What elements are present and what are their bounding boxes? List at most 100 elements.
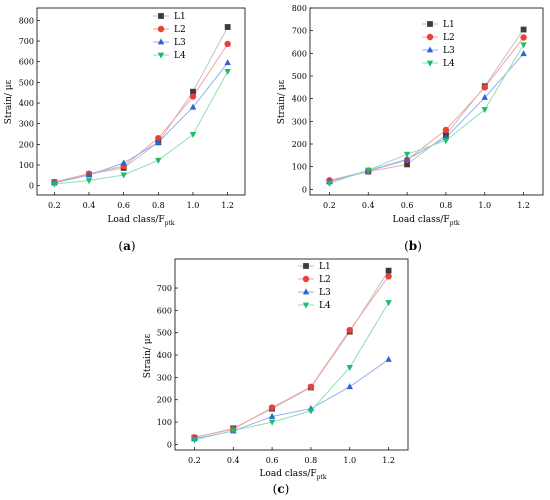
data-point-l3 — [189, 103, 197, 110]
x-tick-label: 1.0 — [343, 456, 356, 465]
y-tick-label: 600 — [19, 58, 34, 67]
legend-label-l2: L2 — [174, 25, 186, 35]
y-tick-label: 500 — [157, 329, 172, 338]
data-point-l4 — [230, 428, 237, 435]
x-axis-label-main: Load class/F — [392, 215, 449, 225]
x-ticks: 0.2 0.4 0.6 0.8 1.0 1.2 — [323, 192, 530, 210]
data-point-l4 — [481, 107, 488, 114]
series-line-l4 — [194, 302, 390, 441]
data-point-l3 — [346, 383, 353, 390]
legend-label-l1: L1 — [174, 12, 186, 22]
x-axis-label-sub: ptk — [450, 220, 460, 227]
y-tick-label: 800 — [19, 16, 34, 25]
data-point-l2 — [307, 383, 315, 390]
x-tick-label: 0.8 — [440, 201, 453, 210]
data-point-l3 — [403, 155, 411, 162]
y-axis-label: Strain/ με — [4, 79, 14, 124]
x-ticks: 0.2 0.4 0.6 0.8 1.0 1.2 — [188, 447, 395, 465]
x-tick-label: 0.2 — [48, 201, 61, 210]
legend-marker-l2 — [302, 275, 310, 283]
x-axis-label: Load class/Fptk — [107, 215, 174, 227]
panel-b: 0 100 200 300 400 500 600 700 800 0.2 0.4 0.6 0.8 1.… — [277, 4, 544, 253]
data-point-l3 — [481, 93, 488, 100]
data-point-l2 — [224, 40, 231, 48]
x-tick-label: 1.2 — [221, 201, 234, 210]
legend-label-l3: L3 — [319, 288, 331, 298]
x-axis-label-sub: ptk — [165, 220, 175, 227]
data-point-l4 — [520, 42, 527, 49]
y-tick-label: 300 — [292, 117, 307, 126]
panel-label: (a) — [118, 239, 135, 253]
legend-label-l3: L3 — [174, 38, 186, 48]
x-tick-label: 0.2 — [188, 456, 201, 465]
x-tick-label: 0.4 — [83, 201, 96, 210]
x-tick-label: 1.2 — [382, 456, 395, 465]
y-tick-label: 0 — [167, 440, 172, 449]
data-point-l2 — [385, 273, 392, 280]
legend-label-l4: L4 — [319, 301, 331, 311]
y-tick-label: 200 — [157, 396, 172, 405]
x-axis-label-main: Load class/F — [259, 469, 316, 479]
y-ticks: 0 100 200 300 400 500 600 700 800 — [292, 4, 313, 194]
plot-frame — [309, 7, 544, 196]
series-group — [51, 24, 231, 188]
x-tick-label: 0.6 — [266, 456, 279, 465]
series-line-l2 — [54, 43, 229, 183]
y-ticks: 0 100 200 300 400 500 600 700 — [157, 284, 178, 449]
x-tick-label: 1.0 — [478, 201, 491, 210]
data-point-l3 — [385, 355, 392, 362]
x-tick-label: 0.8 — [152, 201, 165, 210]
legend-label-l2: L2 — [443, 33, 455, 43]
x-tick-label: 1.2 — [517, 201, 530, 210]
series-line-l4 — [329, 44, 525, 184]
y-tick-label: 600 — [292, 49, 307, 58]
panel-c: 0 100 200 300 400 500 600 700 0.2 0.4 0.6 0.8 1.0 1.… — [143, 258, 409, 496]
series-group — [191, 267, 392, 444]
y-tick-label: 400 — [157, 351, 172, 360]
y-axis-label: Strain/ με — [277, 79, 287, 124]
data-point-l2 — [189, 93, 197, 100]
legend-marker-l4 — [157, 52, 165, 59]
series-line-l2 — [194, 276, 390, 438]
panel-a: 0 100 200 300 400 500 600 700 800 0.2 0.4 0.6 0.8 1.… — [4, 7, 246, 253]
legend-marker-l4 — [302, 302, 310, 309]
legend-marker-l3 — [426, 46, 434, 53]
data-point-l4 — [442, 138, 450, 145]
y-tick-label: 200 — [19, 140, 34, 149]
data-point-l2 — [346, 326, 353, 334]
legend-label-l3: L3 — [443, 46, 455, 56]
data-point-l1 — [520, 26, 527, 33]
data-point-l4 — [191, 437, 198, 444]
data-point-l1 — [385, 267, 392, 274]
legend: L1 L2 L3 L4 — [298, 262, 331, 311]
legend-marker-l2 — [426, 33, 434, 41]
panel-label: (b) — [404, 239, 422, 253]
y-ticks: 0 100 200 300 400 500 600 700 800 — [19, 16, 40, 191]
data-point-l4 — [155, 157, 162, 164]
y-tick-label: 700 — [19, 37, 34, 46]
data-point-l2 — [481, 84, 488, 91]
data-point-l1 — [190, 88, 196, 95]
data-point-l4 — [120, 172, 127, 179]
y-tick-label: 500 — [19, 78, 34, 87]
legend: L1 L2 L3 L4 — [422, 20, 455, 69]
x-tick-label: 0.2 — [323, 201, 336, 210]
data-point-l3 — [120, 159, 127, 166]
y-tick-label: 0 — [302, 185, 307, 194]
legend-label-l1: L1 — [319, 262, 331, 272]
data-point-l2 — [155, 134, 162, 142]
data-point-l2 — [442, 126, 450, 134]
y-tick-label: 600 — [157, 306, 172, 315]
legend-marker-l1 — [158, 13, 164, 19]
y-tick-label: 100 — [19, 161, 34, 170]
legend-marker-l2 — [157, 25, 165, 33]
x-axis-label: Load class/Fptk — [259, 469, 326, 481]
y-tick-label: 0 — [29, 182, 34, 191]
y-tick-label: 300 — [157, 373, 172, 382]
data-point-l4 — [307, 408, 315, 415]
legend-marker-l3 — [157, 38, 165, 45]
data-point-l3 — [224, 59, 231, 66]
data-point-l3 — [268, 412, 276, 419]
series-line-l1 — [329, 29, 525, 182]
